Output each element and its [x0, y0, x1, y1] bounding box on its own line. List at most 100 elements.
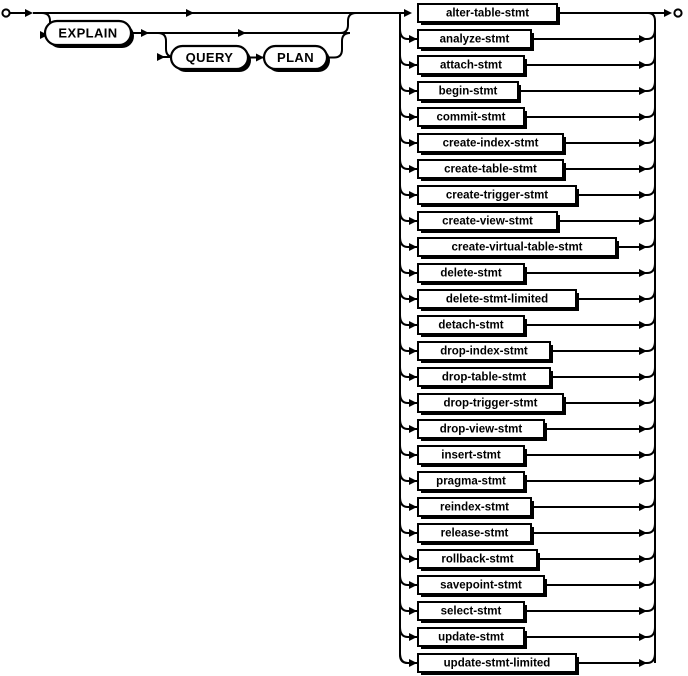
nonterminal-alter-table-stmt[interactable]: alter-table-stmt [417, 3, 558, 23]
nonterminal-detach-stmt[interactable]: detach-stmt [417, 315, 525, 335]
nonterminal-label: release-stmt [441, 528, 509, 540]
nonterminal-savepoint-stmt[interactable]: savepoint-stmt [417, 575, 545, 595]
nonterminal-label: drop-table-stmt [442, 372, 527, 384]
row-exit-arrow-icon [639, 607, 647, 615]
nonterminal-delete-stmt[interactable]: delete-stmt [417, 263, 525, 283]
nonterminal-delete-stmt-limited[interactable]: delete-stmt-limited [417, 289, 577, 309]
row-exit-arrow-icon [639, 477, 647, 485]
alternative-row: create-trigger-stmt [399, 184, 656, 207]
row-exit-arrow-icon [639, 35, 647, 43]
row-entry-arrow-icon [409, 243, 417, 251]
row-exit-wire [531, 496, 656, 508]
nonterminal-label: delete-stmt-limited [446, 294, 548, 306]
nonterminal-analyze-stmt[interactable]: analyze-stmt [417, 29, 532, 49]
nonterminal-attach-stmt[interactable]: attach-stmt [417, 55, 525, 75]
nonterminal-create-view-stmt[interactable]: create-view-stmt [417, 211, 558, 231]
row-exit-arrow-icon [639, 217, 647, 225]
row-entry-wire [399, 496, 418, 508]
row-exit-wire [524, 262, 656, 274]
nonterminal-label: delete-stmt [440, 268, 502, 280]
alternative-row: create-index-stmt [399, 132, 656, 155]
nonterminal-select-stmt[interactable]: select-stmt [417, 601, 525, 621]
terminal-explain-label: EXPLAIN [58, 25, 117, 40]
nonterminal-drop-view-stmt[interactable]: drop-view-stmt [417, 419, 545, 439]
terminal-plan-label: PLAN [277, 50, 314, 65]
nonterminal-rollback-stmt[interactable]: rollback-stmt [417, 549, 538, 569]
nonterminal-label: drop-index-stmt [440, 346, 528, 358]
alternative-row: release-stmt [399, 522, 656, 545]
row-exit-arrow-icon [639, 347, 647, 355]
nonterminal-label: create-trigger-stmt [446, 190, 548, 202]
nonterminal-label: rollback-stmt [441, 554, 513, 566]
row-exit-wire [524, 626, 656, 638]
explain-exit-track [131, 12, 357, 37]
alternative-row: update-stmt [399, 626, 656, 649]
row-entry-arrow-icon [409, 555, 417, 563]
row-exit-arrow-icon [639, 295, 647, 303]
nonterminal-label: detach-stmt [438, 320, 503, 332]
alternative-row: reindex-stmt [399, 496, 656, 519]
row-entry-arrow-icon [409, 581, 417, 589]
alternative-row: create-table-stmt [399, 158, 656, 181]
nonterminal-drop-index-stmt[interactable]: drop-index-stmt [417, 341, 551, 361]
row-entry-arrow-icon [409, 321, 417, 329]
alternative-row: pragma-stmt [399, 470, 656, 493]
nonterminal-label: alter-table-stmt [446, 8, 529, 20]
alternative-row: savepoint-stmt [399, 574, 656, 597]
row-entry-wire [399, 314, 418, 326]
nonterminal-reindex-stmt[interactable]: reindex-stmt [417, 497, 532, 517]
row-exit-wire [524, 106, 656, 118]
nonterminal-label: create-index-stmt [443, 138, 539, 150]
nonterminal-insert-stmt[interactable]: insert-stmt [417, 445, 525, 465]
row-entry-wire [399, 522, 418, 534]
nonterminal-create-table-stmt[interactable]: create-table-stmt [417, 159, 564, 179]
alternative-row: create-virtual-table-stmt [399, 236, 656, 259]
nonterminal-create-virtual-table-stmt[interactable]: create-virtual-table-stmt [417, 237, 617, 257]
row-entry-wire [399, 210, 418, 222]
nonterminal-update-stmt-limited[interactable]: update-stmt-limited [417, 653, 577, 673]
row-exit-arrow-icon [639, 269, 647, 277]
row-entry-wire [399, 54, 418, 66]
row-entry-arrow-icon [409, 373, 417, 381]
row-exit-wire [563, 392, 656, 404]
nonterminal-drop-trigger-stmt[interactable]: drop-trigger-stmt [417, 393, 564, 413]
terminal-explain[interactable]: EXPLAIN [43, 19, 134, 48]
nonterminal-release-stmt[interactable]: release-stmt [417, 523, 532, 543]
row-exit-wire [518, 80, 656, 92]
row-exit-wire [576, 288, 656, 300]
terminal-query-label: QUERY [186, 50, 234, 65]
alternative-row: begin-stmt [399, 80, 656, 103]
alternative-row: drop-trigger-stmt [399, 392, 656, 415]
nonterminal-create-trigger-stmt[interactable]: create-trigger-stmt [417, 185, 577, 205]
nonterminal-label: commit-stmt [436, 112, 505, 124]
terminal-plan[interactable]: PLAN [262, 44, 330, 72]
nonterminal-pragma-stmt[interactable]: pragma-stmt [417, 471, 525, 491]
row-exit-wire [544, 574, 656, 586]
alternative-row: select-stmt [399, 600, 656, 623]
nonterminal-begin-stmt[interactable]: begin-stmt [417, 81, 519, 101]
alternative-row: commit-stmt [399, 106, 656, 129]
row-entry-arrow-icon [409, 425, 417, 433]
row-exit-arrow-icon [639, 581, 647, 589]
row-exit-wire [537, 548, 656, 560]
row-exit-arrow-icon [639, 61, 647, 69]
alternative-row: drop-index-stmt [399, 340, 656, 363]
nonterminal-commit-stmt[interactable]: commit-stmt [417, 107, 525, 127]
row-exit-arrow-icon [639, 113, 647, 121]
nonterminal-label: pragma-stmt [436, 476, 506, 488]
row-entry-wire [399, 132, 418, 144]
nonterminal-label: drop-trigger-stmt [444, 398, 538, 410]
row-entry-arrow-icon [409, 347, 417, 355]
row-entry-wire [399, 236, 418, 248]
alternative-row: drop-table-stmt [399, 366, 656, 389]
nonterminal-create-index-stmt[interactable]: create-index-stmt [417, 133, 564, 153]
nonterminal-drop-table-stmt[interactable]: drop-table-stmt [417, 367, 551, 387]
alternative-row: delete-stmt-limited [399, 288, 656, 311]
nonterminal-label: create-table-stmt [444, 164, 537, 176]
row-entry-wire [399, 80, 418, 92]
terminal-query[interactable]: QUERY [169, 44, 251, 72]
row-entry-arrow-icon [409, 269, 417, 277]
nonterminal-update-stmt[interactable]: update-stmt [417, 627, 525, 647]
row-entry-wire [399, 444, 418, 456]
